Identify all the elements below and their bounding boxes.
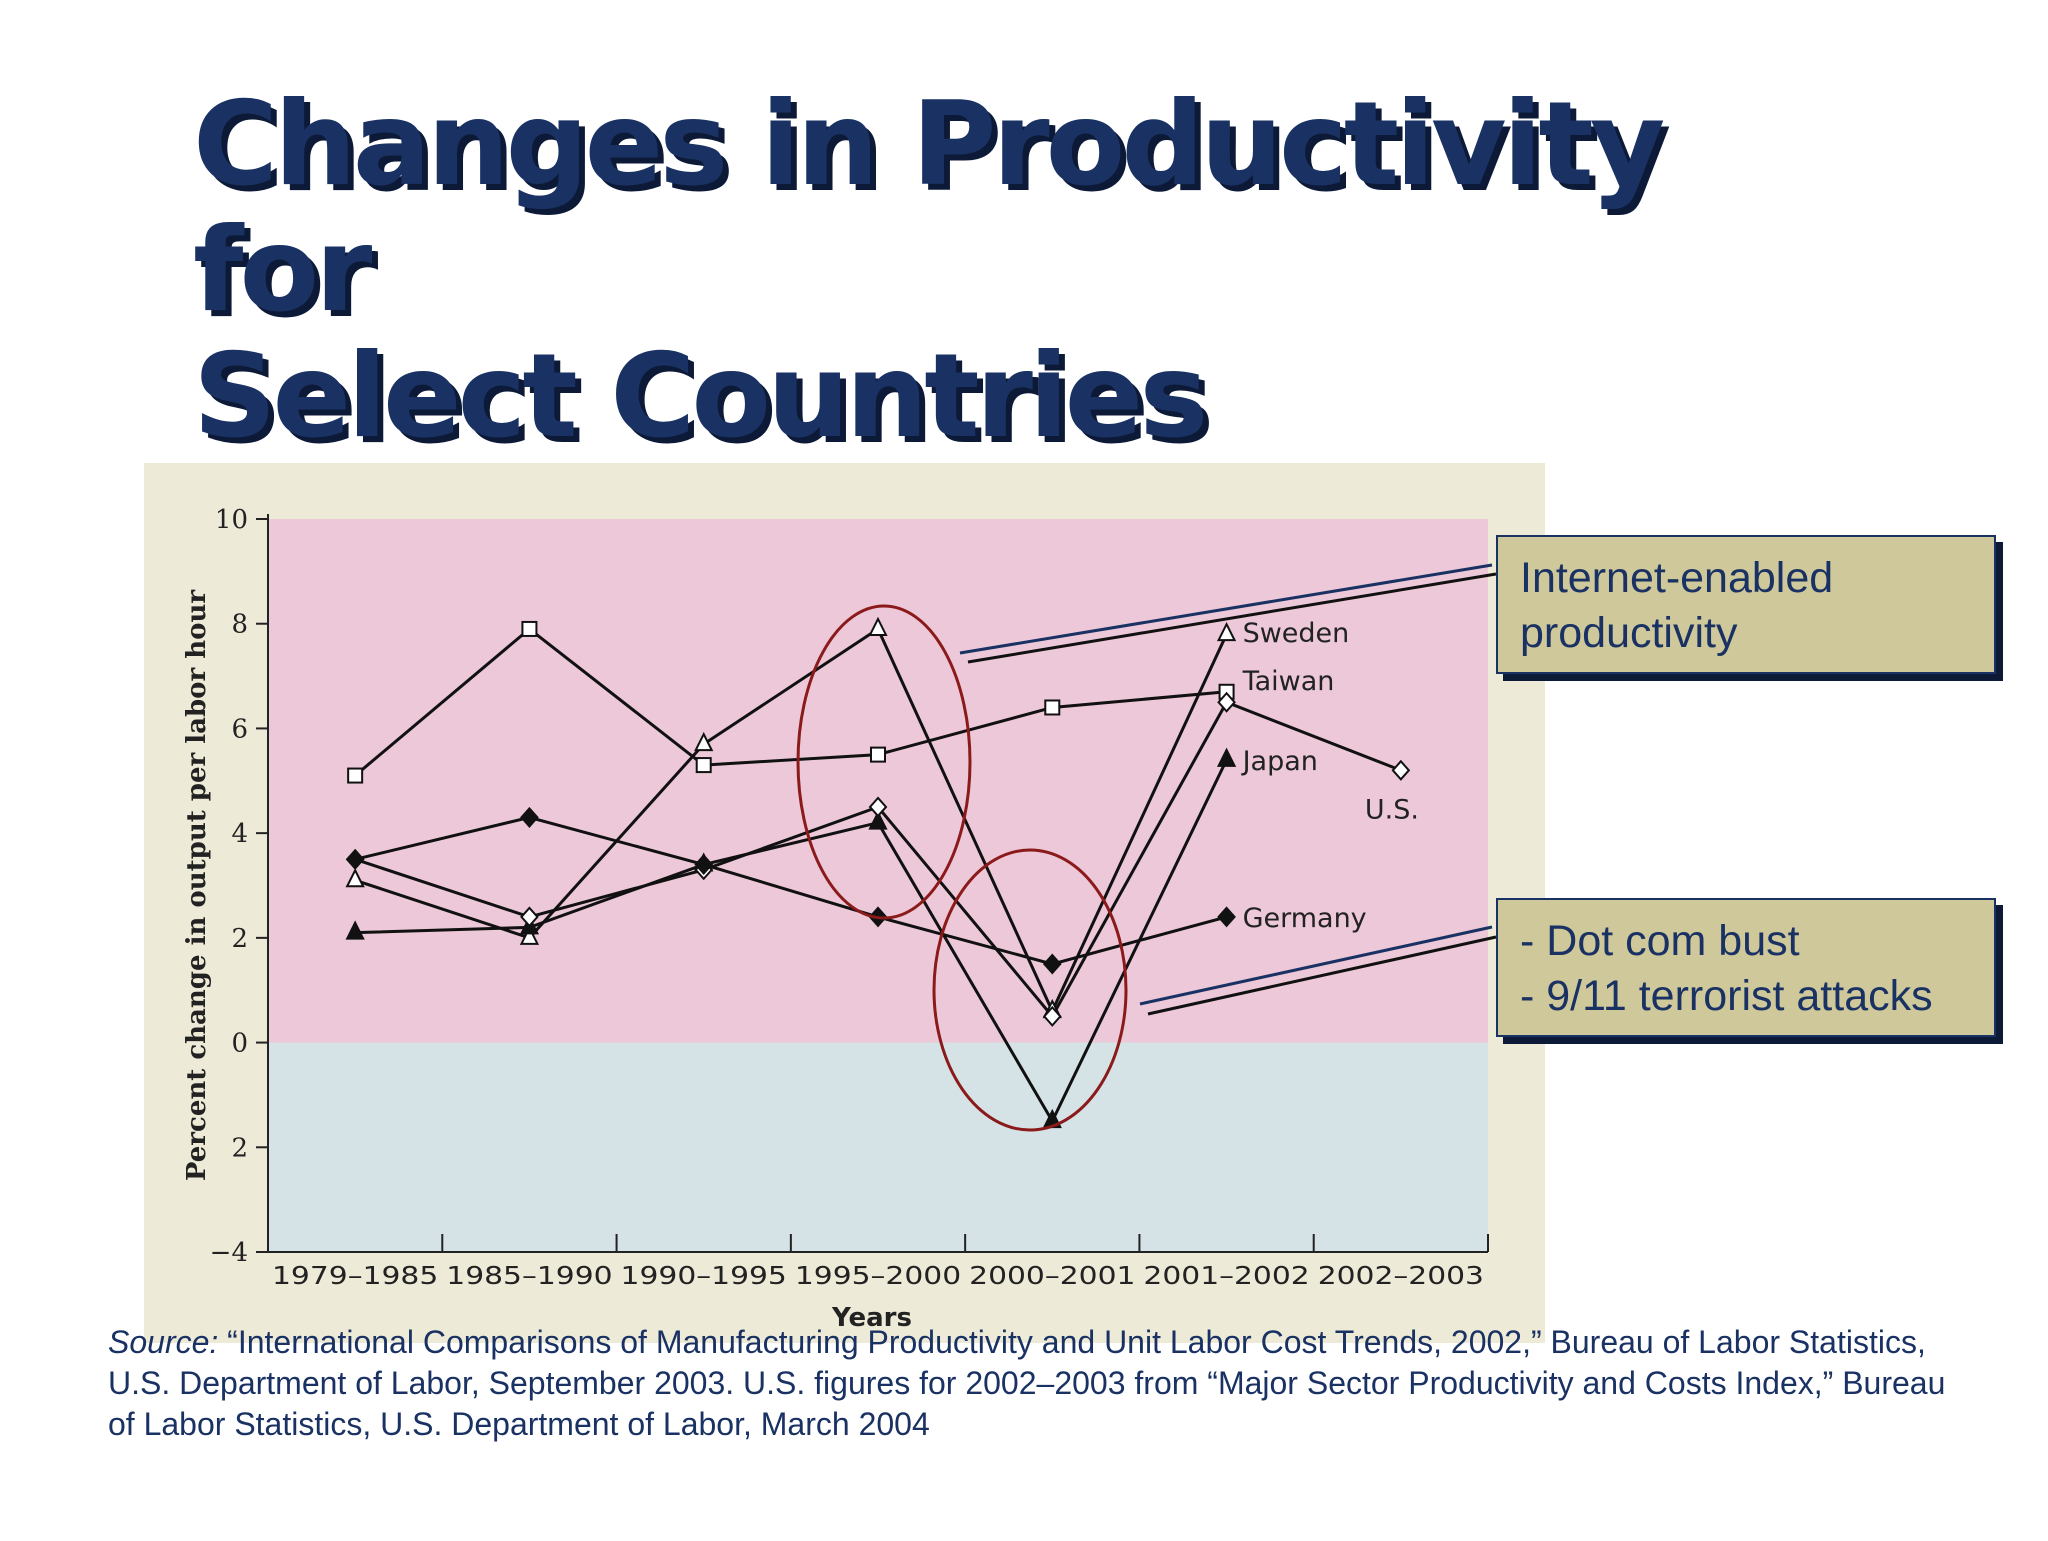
point-taiwan <box>870 746 886 763</box>
point-sweden <box>345 868 365 888</box>
highlight-ellipse-2000-2001 <box>932 848 1128 1132</box>
y-tick-label: 4 <box>231 819 248 849</box>
series-label-germany: Germany <box>1243 903 1367 934</box>
y-tick-label: 8 <box>231 610 248 640</box>
internet-callout: Internet-enabled productivity <box>1496 535 1996 674</box>
point-sweden <box>1216 621 1237 642</box>
positive-band <box>268 519 1488 1043</box>
series-line-japan <box>355 759 1228 1125</box>
x-tick-label: 2001–2002 <box>1143 1261 1309 1290</box>
slide-title: Changes in Productivity for Select Count… <box>193 82 1793 460</box>
x-tick-label: 1985–1990 <box>446 1261 612 1290</box>
y-axis-title: Percent change in output per labor hour <box>182 590 212 1182</box>
x-tick-label: 1995–2000 <box>795 1261 961 1290</box>
dotcom-pointer-line-a <box>1139 925 1493 1006</box>
internet-callout-line-1: Internet-enabled <box>1520 554 1834 602</box>
point-taiwan <box>1044 699 1061 716</box>
point-us <box>1042 1005 1062 1027</box>
internet-callout-line-2: productivity <box>1520 609 1738 657</box>
series-label-sweden: Sweden <box>1243 618 1350 649</box>
dotcom-callout: - Dot com bust - 9/11 terrorist attacks <box>1496 898 1996 1037</box>
slide-title-line-1: Changes in Productivity for <box>193 77 1665 338</box>
x-tick-label: 1979–1985 <box>272 1261 438 1290</box>
point-us <box>520 906 539 928</box>
point-us <box>868 796 888 818</box>
point-germany <box>520 806 539 828</box>
point-sweden <box>519 925 540 945</box>
source-note: Source: “International Comparisons of Ma… <box>108 1322 1958 1445</box>
series-line-germany <box>354 815 1227 966</box>
point-japan <box>345 920 365 940</box>
x-tick-label: 2002–2003 <box>1318 1261 1484 1290</box>
dotcom-pointer-line-b <box>1147 935 1497 1016</box>
point-japan <box>1216 747 1237 767</box>
point-germany <box>1042 953 1062 975</box>
point-taiwan <box>347 767 364 784</box>
series-label-us: U.S. <box>1365 794 1419 825</box>
point-us <box>1217 691 1236 713</box>
series-line-taiwan <box>354 627 1227 777</box>
point-japan <box>868 810 888 830</box>
x-tick-label: 2000–2001 <box>969 1261 1135 1290</box>
internet-pointer-line-b <box>967 572 1497 664</box>
y-tick-label: 0 <box>231 1029 248 1059</box>
series-label-japan: Japan <box>1241 746 1318 777</box>
series-label-taiwan: Taiwan <box>1242 666 1335 697</box>
point-germany <box>1217 906 1236 928</box>
highlight-ellipse-1995-2000 <box>796 604 972 920</box>
y-tick-label: 2 <box>231 1133 248 1163</box>
dotcom-callout-line-2: - 9/11 terrorist attacks <box>1520 972 1933 1020</box>
negative-band <box>268 1042 1488 1252</box>
y-tick-label: 2 <box>231 924 248 954</box>
y-tick-label: −4 <box>210 1238 248 1268</box>
point-sweden <box>868 616 888 636</box>
point-sweden <box>694 731 714 752</box>
y-tick-label: 6 <box>231 714 248 744</box>
x-tick-label: 1990–1995 <box>621 1261 787 1290</box>
internet-pointer-line-a <box>959 563 1493 655</box>
dotcom-callout-line-1: - Dot com bust <box>1520 917 1800 965</box>
source-text: “International Comparisons of Manufactur… <box>108 1324 1946 1442</box>
point-germany <box>345 848 365 870</box>
y-tick-label: 10 <box>215 505 248 535</box>
point-taiwan <box>695 757 712 774</box>
slide-title-line-2: Select Countries <box>193 329 1208 464</box>
point-taiwan <box>521 620 538 637</box>
x-axis-title: Years <box>831 1303 912 1333</box>
source-label: Source: <box>108 1324 219 1360</box>
point-us <box>1391 759 1411 781</box>
point-germany <box>694 854 714 876</box>
